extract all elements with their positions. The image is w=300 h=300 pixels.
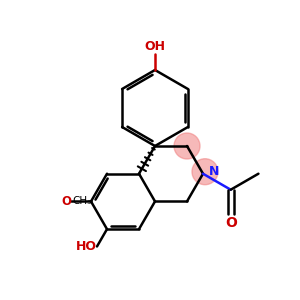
Circle shape xyxy=(174,133,200,159)
Text: CH₃: CH₃ xyxy=(72,196,91,206)
Text: O: O xyxy=(61,195,71,208)
Text: OH: OH xyxy=(145,40,166,53)
Text: O: O xyxy=(225,216,237,230)
Circle shape xyxy=(192,159,218,185)
Text: N: N xyxy=(209,165,219,178)
Text: HO: HO xyxy=(76,240,97,253)
